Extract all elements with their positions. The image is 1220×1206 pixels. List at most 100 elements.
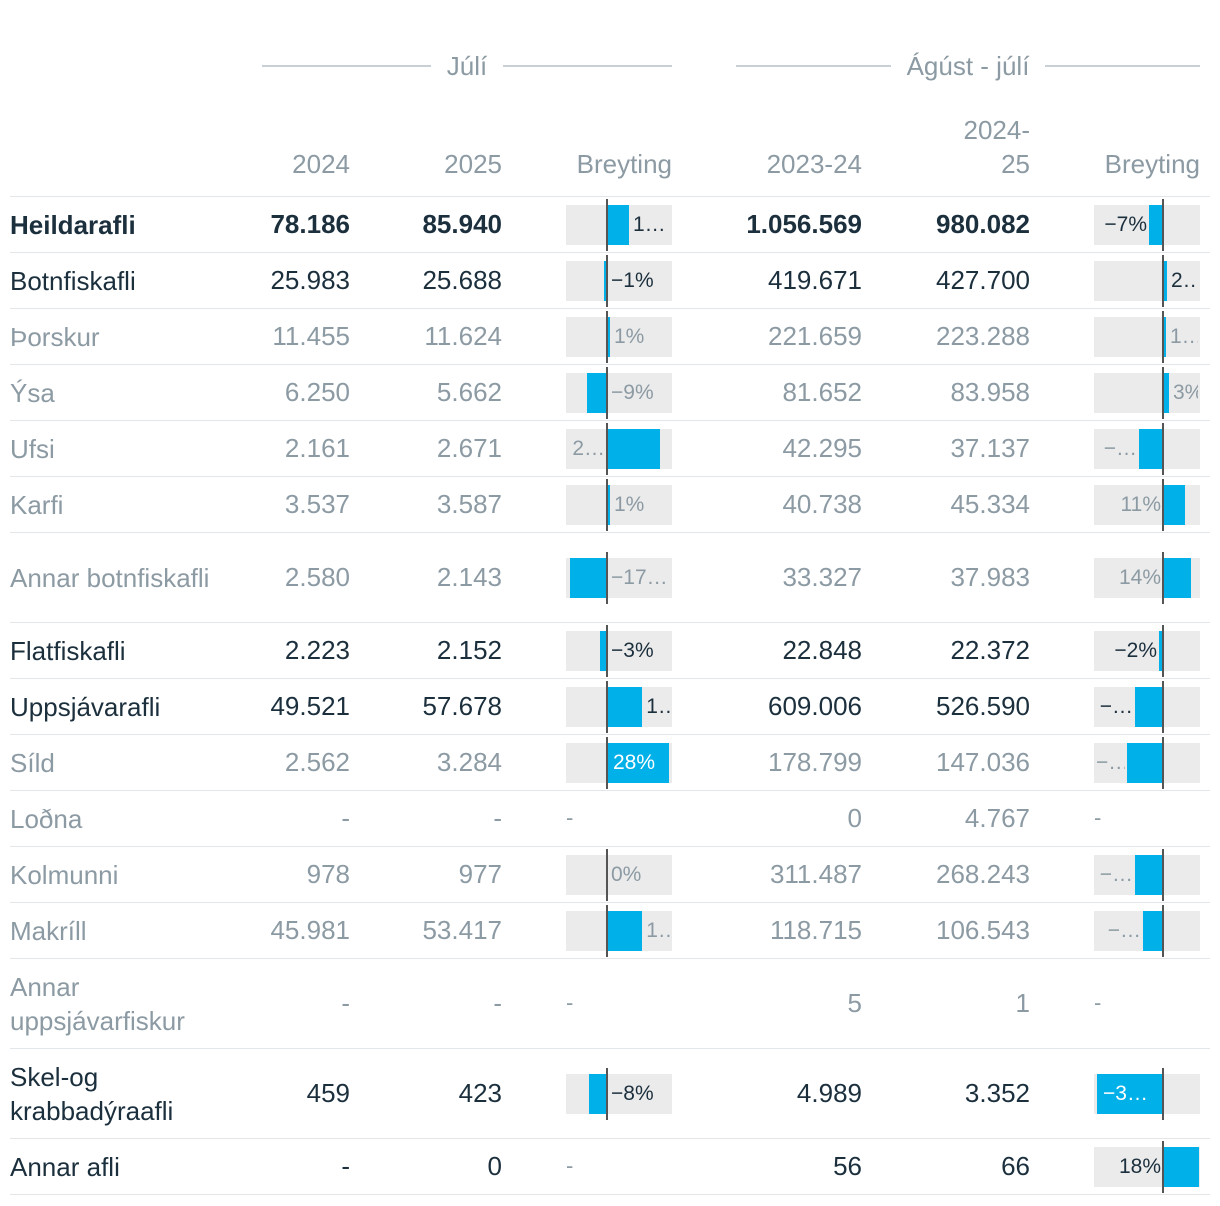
change-label: 3% (1173, 381, 1198, 404)
change-axis (1162, 625, 1164, 677)
change-label: −… (1103, 437, 1137, 460)
value-2024-25: 3.352 (964, 1078, 1030, 1108)
change-bar (607, 687, 643, 727)
value-2024-25: 37.137 (950, 433, 1030, 463)
value-2024: 6.250 (284, 377, 350, 407)
change-label: −3… (1103, 1082, 1148, 1105)
change-label: −2% (1114, 639, 1157, 662)
change-label: 18% (1118, 1155, 1161, 1178)
value-2024-25: 37.983 (950, 562, 1030, 592)
change-bar-track: 28% (566, 743, 672, 783)
change-bar-track: 1% (566, 317, 672, 357)
value-2024-25: 106.543 (936, 915, 1030, 945)
table-row: Skel-og krabbadýraafli 459 423 4.989 3.352 −8… (10, 1049, 1210, 1139)
table-row: Botnfiskafli 25.983 25.688 419.671 427.700 −1… (10, 253, 1210, 309)
change-bar (607, 205, 629, 245)
group-rule-right (1045, 65, 1201, 67)
change-no-data: - (566, 1153, 574, 1178)
value-2025: 3.284 (436, 747, 502, 777)
value-2025: 53.417 (422, 915, 502, 945)
value-2025: 5.662 (436, 377, 502, 407)
change-label: 11% (1120, 493, 1161, 516)
table-row: Kolmunni 978 977 311.487 268.243 0% −… (10, 847, 1210, 903)
table-row: Karfi 3.537 3.587 40.738 45.334 1% 11% (10, 477, 1210, 533)
change-bar-track: 14% (1094, 558, 1200, 598)
change-axis (1162, 681, 1164, 733)
change-label: 2… (572, 437, 605, 460)
change-bar-track: 11% (1094, 485, 1200, 525)
group-rule-left (262, 65, 431, 67)
change-bar (607, 317, 610, 357)
value-2024: 978 (306, 859, 350, 889)
value-2023-24: 1.056.569 (746, 209, 862, 239)
change-bar-track: −3… (1094, 1074, 1200, 1114)
change-bar (600, 631, 607, 671)
value-2025: 25.688 (422, 265, 502, 295)
change-label: −1% (611, 269, 654, 292)
value-2025: 3.587 (436, 489, 502, 519)
value-2024: 2.161 (284, 433, 350, 463)
change-label: 1… (633, 213, 666, 236)
value-2024-25: 980.082 (936, 209, 1030, 239)
change-axis (606, 479, 608, 531)
change-bar (1163, 1147, 1199, 1187)
row-label: Skel-og krabbadýraafli (10, 1061, 174, 1126)
change-bar (604, 261, 607, 301)
value-2023-24: 419.671 (768, 265, 862, 295)
change-bar (1127, 743, 1163, 783)
value-2024: 3.537 (284, 489, 350, 519)
change-axis (1162, 849, 1164, 901)
change-bar-track: 0% (566, 855, 672, 895)
change-label: −7% (1104, 213, 1147, 236)
row-label: Botnfiskafli (10, 265, 136, 296)
change-label: 1… (646, 919, 670, 942)
change-axis (1162, 1068, 1164, 1120)
change-axis (1162, 367, 1164, 419)
row-label: Flatfiskafli (10, 635, 126, 666)
group-label-july: Júlí (446, 50, 488, 81)
value-2025: 85.940 (422, 209, 502, 239)
value-2023-24: 81.652 (782, 377, 862, 407)
value-2023-24: 56 (833, 1151, 862, 1181)
change-bar-track: −17… (566, 558, 672, 598)
change-bar (1135, 855, 1163, 895)
group-rule-right (503, 65, 672, 67)
value-2024: - (341, 803, 350, 833)
change-axis (1162, 1141, 1164, 1193)
table-row: Ufsi 2.161 2.671 42.295 37.137 2… −… (10, 421, 1210, 477)
change-bar (607, 743, 669, 783)
value-2024-25: 66 (1001, 1151, 1030, 1181)
change-bar (607, 429, 660, 469)
change-label: −… (1107, 919, 1141, 942)
change-bar (1159, 631, 1163, 671)
value-2025: 2.671 (436, 433, 502, 463)
column-header-2025: 2025 (444, 149, 502, 179)
value-2023-24: 42.295 (782, 433, 862, 463)
value-2023-24: 118.715 (769, 915, 862, 945)
value-2025: - (493, 803, 502, 833)
value-2024-25: 427.700 (936, 265, 1030, 295)
change-bar-track: 1… (566, 911, 672, 951)
change-bar-track: 1… (566, 205, 672, 245)
change-label: −17… (611, 566, 668, 589)
table-row: Heildarafli 78.186 85.940 1.056.569 980.082 1… (10, 197, 1210, 253)
change-bar (1163, 373, 1169, 413)
value-2025: 423 (458, 1078, 502, 1108)
change-axis (1162, 423, 1164, 475)
change-bar (1163, 261, 1167, 301)
value-2024-25: 45.334 (950, 489, 1030, 519)
value-2024-25: 22.372 (950, 635, 1030, 665)
change-label: 2… (1171, 269, 1198, 292)
change-bar-track: −… (1094, 687, 1200, 727)
value-2024: 25.983 (270, 265, 350, 295)
value-2024-25: 223.288 (936, 321, 1030, 351)
change-bar-track: −… (1094, 855, 1200, 895)
change-bar-track: −… (1094, 429, 1200, 469)
change-bar (1163, 558, 1191, 598)
change-bar-track: −3% (566, 631, 672, 671)
row-label: Kolmunni (10, 859, 119, 890)
change-bar (1163, 485, 1185, 525)
change-bar-track: −2% (1094, 631, 1200, 671)
value-2024: 2.223 (284, 635, 350, 665)
value-2024-25: 526.590 (936, 691, 1030, 721)
